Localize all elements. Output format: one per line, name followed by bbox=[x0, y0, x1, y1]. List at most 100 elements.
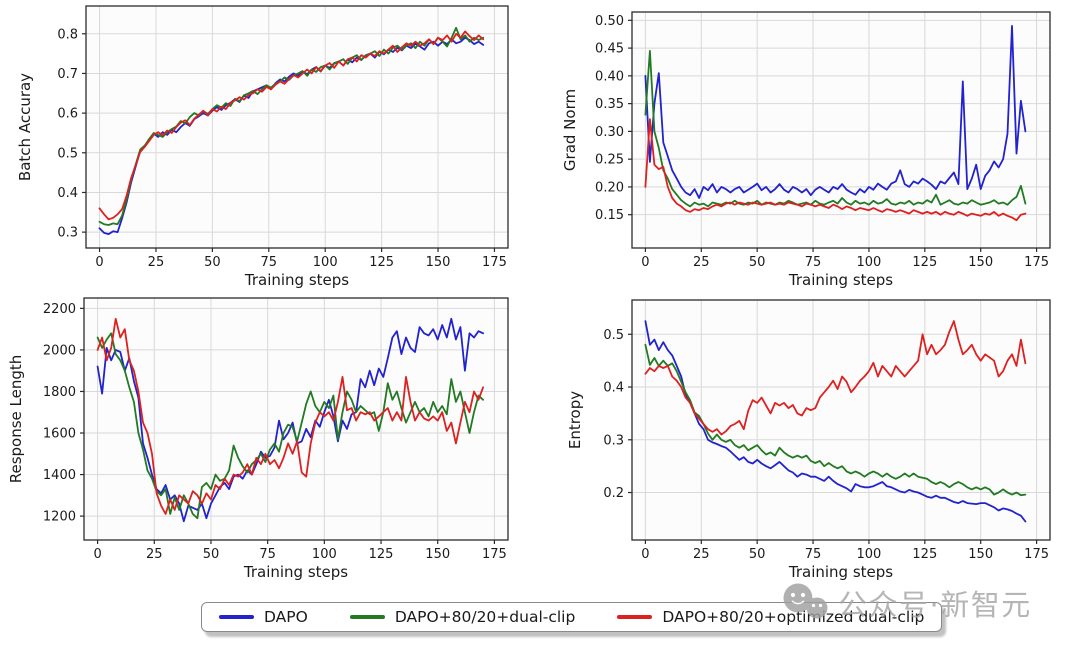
legend-line-swatch-blue bbox=[219, 615, 254, 619]
watermark-text: 公众号·新智元 bbox=[838, 588, 1032, 622]
series-line-0 bbox=[644, 320, 1027, 523]
x-axis-label: Training steps bbox=[788, 563, 893, 581]
y-tick-label: 0.15 bbox=[595, 208, 624, 223]
x-tick-label: 75 bbox=[261, 255, 278, 270]
grad-norm-plot: 0 25 50 75 100 125 150 175 0.15 0.20 0.25 0.30 0.35 0… bbox=[561, 11, 1051, 289]
chart-entropy: 0 25 50 75 100 125 150 175 0.2 0.3 0.4 0.5 Training … bbox=[566, 299, 1051, 581]
x-tick-label: 125 bbox=[369, 547, 394, 562]
y-tick-label: 0.3 bbox=[603, 433, 624, 448]
y-tick-label: 1400 bbox=[43, 468, 76, 483]
y-tick-label: 1800 bbox=[43, 385, 76, 400]
y-tick-label: 0.5 bbox=[603, 328, 624, 343]
tick-labels: 0 25 50 75 100 125 150 175 1200 1400 1600 1800 2000 2… bbox=[43, 302, 507, 562]
plot-border bbox=[631, 11, 1051, 249]
x-axis-label: Training steps bbox=[788, 271, 893, 289]
series-line-2 bbox=[98, 30, 485, 221]
grid-lines bbox=[632, 12, 1050, 248]
entropy-plot: 0 25 50 75 100 125 150 175 0.2 0.3 0.4 0.5 Training … bbox=[566, 299, 1051, 581]
series-line-1 bbox=[96, 332, 485, 520]
tick-labels: 0 25 50 75 100 125 150 175 0.3 0.4 0.5 0.6 0.7 0.8 bbox=[57, 27, 507, 270]
x-tick-label: 175 bbox=[1024, 255, 1049, 270]
x-axis-label: Training steps bbox=[244, 271, 349, 289]
legend-line-swatch-green bbox=[349, 615, 385, 619]
x-tick-label: 25 bbox=[693, 255, 710, 270]
legend-item-optimized-dual-clip: DAPO+80/20+optimized dual-clip bbox=[617, 608, 924, 626]
legend-label: DAPO bbox=[264, 608, 308, 626]
y-tick-label: 0.7 bbox=[57, 67, 78, 82]
y-axis-label: Entropy bbox=[566, 391, 584, 449]
x-tick-label: 175 bbox=[482, 547, 507, 562]
legend-item-dual-clip: DAPO+80/20+dual-clip bbox=[349, 608, 576, 626]
x-tick-label: 150 bbox=[425, 547, 450, 562]
x-tick-label: 50 bbox=[749, 547, 766, 562]
legend-label: DAPO+80/20+dual-clip bbox=[394, 608, 576, 626]
x-tick-label: 150 bbox=[426, 255, 451, 270]
x-tick-label: 25 bbox=[693, 547, 710, 562]
y-tick-label: 0.50 bbox=[595, 14, 624, 29]
x-tick-label: 0 bbox=[95, 255, 103, 270]
y-tick-label: 1600 bbox=[43, 427, 76, 442]
series-line-2 bbox=[644, 320, 1027, 436]
x-tick-label: 125 bbox=[912, 255, 937, 270]
x-tick-label: 0 bbox=[641, 547, 649, 562]
plot-border bbox=[631, 299, 1051, 541]
x-axis-label: Training steps bbox=[243, 563, 348, 581]
y-tick-label: 0.25 bbox=[595, 153, 624, 168]
grid-lines bbox=[632, 300, 1050, 540]
series-line-1 bbox=[644, 50, 1027, 208]
y-tick-label: 0.40 bbox=[595, 69, 624, 84]
y-tick-label: 0.4 bbox=[603, 381, 624, 396]
y-tick-label: 0.3 bbox=[57, 226, 78, 241]
series-line-1 bbox=[644, 343, 1027, 497]
x-tick-label: 125 bbox=[912, 547, 937, 562]
plot-border bbox=[83, 297, 509, 541]
plot-background bbox=[632, 12, 1050, 248]
x-tick-label: 100 bbox=[312, 547, 337, 562]
series-line-0 bbox=[644, 24, 1027, 199]
y-axis-label: Grad Norm bbox=[561, 89, 579, 171]
x-tick-label: 75 bbox=[805, 255, 822, 270]
x-tick-label: 0 bbox=[641, 255, 649, 270]
y-tick-label: 1200 bbox=[43, 510, 76, 525]
y-tick-label: 0.5 bbox=[57, 146, 78, 161]
tick-labels: 0 25 50 75 100 125 150 175 0.15 0.20 0.25 0.30 0.35 0… bbox=[595, 14, 1049, 270]
y-tick-label: 0.8 bbox=[57, 27, 78, 42]
y-tick-label: 0.20 bbox=[595, 180, 624, 195]
wechat-icon bbox=[783, 583, 828, 619]
x-tick-label: 175 bbox=[1024, 547, 1049, 562]
tick-marks bbox=[82, 33, 496, 252]
tick-marks bbox=[80, 307, 495, 544]
y-tick-label: 2200 bbox=[43, 302, 76, 317]
y-axis-label: Batch Accuray bbox=[16, 73, 34, 181]
y-tick-label: 0.2 bbox=[603, 486, 624, 501]
x-tick-label: 100 bbox=[313, 255, 338, 270]
y-tick-label: 2000 bbox=[43, 343, 76, 358]
x-tick-label: 25 bbox=[148, 255, 165, 270]
chart-batch-accuracy: 0 25 50 75 100 125 150 175 0.3 0.4 0.5 0.6 0.7 0.8 Tra… bbox=[16, 5, 509, 289]
y-tick-label: 0.35 bbox=[595, 97, 624, 112]
y-tick-label: 0.4 bbox=[57, 186, 78, 201]
y-tick-label: 0.6 bbox=[57, 107, 78, 122]
response-length-plot: 0 25 50 75 100 125 150 175 1200 1400 1600 1800 2000 2… bbox=[7, 297, 509, 581]
watermark: 公众号·新智元 bbox=[781, 580, 1032, 626]
legend-item-dapo: DAPO bbox=[219, 608, 308, 626]
tick-marks bbox=[628, 19, 1038, 252]
x-tick-label: 125 bbox=[369, 255, 394, 270]
y-axis-label: Response Length bbox=[7, 355, 25, 484]
x-tick-label: 100 bbox=[857, 547, 882, 562]
x-tick-label: 175 bbox=[482, 255, 507, 270]
chart-response-length: 0 25 50 75 100 125 150 175 1200 1400 1600 1800 2000 2… bbox=[7, 297, 509, 581]
legend-line-swatch-red bbox=[617, 615, 653, 619]
series-line-2 bbox=[96, 317, 485, 515]
y-tick-label: 0.45 bbox=[595, 42, 624, 57]
grid-lines bbox=[84, 298, 508, 540]
x-tick-label: 0 bbox=[93, 547, 101, 562]
x-tick-label: 150 bbox=[968, 255, 993, 270]
x-tick-label: 25 bbox=[146, 547, 163, 562]
x-tick-label: 50 bbox=[749, 255, 766, 270]
x-tick-label: 75 bbox=[259, 547, 276, 562]
series-line-0 bbox=[96, 317, 485, 523]
tick-marks bbox=[628, 333, 1038, 544]
plot-border bbox=[85, 5, 509, 249]
